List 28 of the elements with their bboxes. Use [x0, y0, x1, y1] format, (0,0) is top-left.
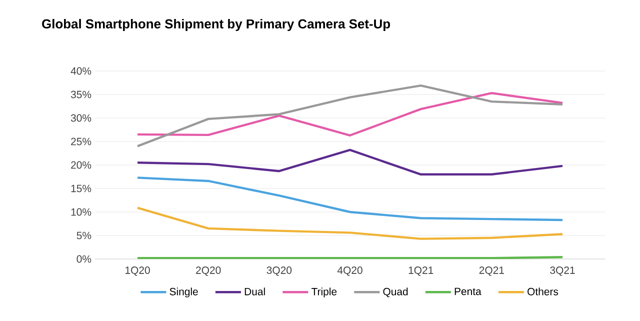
line-series	[136, 92, 564, 136]
line-series	[136, 148, 564, 176]
y-tick-label: 40%	[70, 67, 92, 75]
legend-label: Triple	[312, 288, 337, 298]
line-series	[136, 206, 564, 240]
line-series	[136, 84, 564, 148]
line-series	[136, 176, 564, 222]
x-tick-label: 2Q20	[196, 266, 221, 276]
y-tick-label: 25%	[71, 138, 92, 146]
legend-label: Penta	[454, 288, 482, 296]
x-tick-label: 1Q21	[408, 266, 434, 276]
y-tick-label: 30%	[70, 114, 92, 122]
y-tick-label: 20%	[71, 161, 92, 169]
x-tick-label: 3Q21	[550, 266, 575, 276]
y-tick-label: 5%	[76, 232, 92, 240]
y-tick-label: 15%	[71, 184, 92, 192]
x-tick-label: 4Q20	[337, 266, 362, 276]
legend-label: Dual	[244, 288, 265, 296]
x-tick-label: 2Q21	[479, 266, 504, 276]
chart-title: Global Smartphone Shipment by Primary Camera Set-Up	[42, 18, 390, 32]
legend-label: Single	[170, 288, 198, 298]
legend-label: Others	[528, 288, 558, 296]
legend-label: Quad	[383, 288, 408, 298]
x-tick-label: 3Q20	[266, 266, 292, 276]
y-tick-label: 35%	[70, 90, 92, 98]
x-tick-label: 1Q20	[126, 266, 150, 276]
y-tick-label: 0%	[76, 255, 92, 263]
y-tick-label: 10%	[71, 208, 92, 216]
